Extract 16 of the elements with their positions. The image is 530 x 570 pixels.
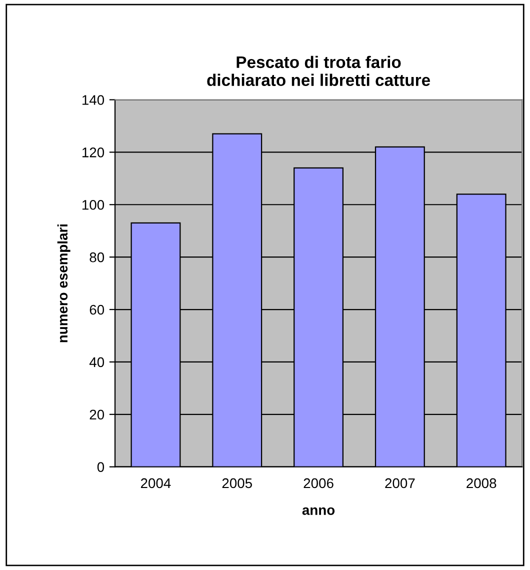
y-tick-label: 140 bbox=[82, 95, 104, 105]
y-axis-title: numero esemplari bbox=[57, 224, 70, 342]
y-tick-label: 100 bbox=[82, 200, 104, 210]
y-tick-label: 0 bbox=[97, 462, 104, 472]
y-tick-label: 40 bbox=[89, 357, 104, 368]
x-axis-title: anno bbox=[302, 507, 335, 515]
x-tick-label: 2007 bbox=[385, 478, 415, 488]
x-tick-label: 2006 bbox=[304, 478, 334, 488]
y-tick-label: 120 bbox=[82, 148, 104, 158]
y-tick-label: 80 bbox=[90, 252, 104, 262]
y-tick-label: 20 bbox=[90, 410, 104, 420]
x-tick-label: 2004 bbox=[140, 478, 171, 488]
chart-title: Pescato di trota fario dichiarato nei libretti catture bbox=[207, 56, 430, 86]
x-tick-label: 2005 bbox=[222, 478, 252, 488]
x-tick-label: 2008 bbox=[466, 478, 496, 488]
y-tick-label: 60 bbox=[90, 304, 104, 315]
